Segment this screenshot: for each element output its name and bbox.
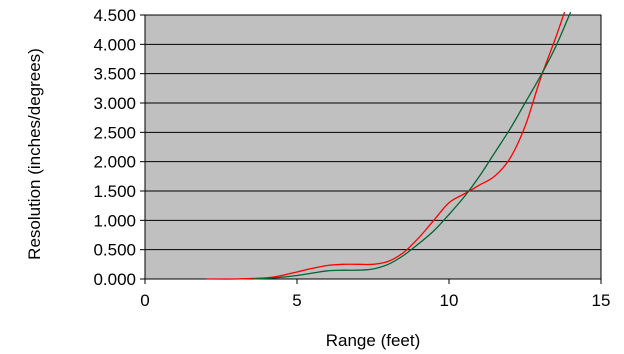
series-lines	[205, 11, 572, 280]
y-tick-label-5: 2.500	[93, 123, 136, 142]
y-tick-label-7: 3.500	[93, 65, 136, 84]
x-tick-label-0: 0	[140, 291, 149, 310]
y-axis-title: Resolution (inches/degrees)	[25, 48, 44, 260]
grid-lines	[145, 14, 601, 280]
y-tick-label-8: 4.000	[93, 35, 136, 54]
x-axis-title: Range (feet)	[326, 331, 421, 350]
x-tick-label-2: 10	[440, 291, 459, 310]
x-tick-label-3: 15	[592, 291, 611, 310]
y-tick-label-6: 3.000	[93, 94, 136, 113]
y-tick-label-3: 1.500	[93, 182, 136, 201]
y-tick-label-0: 0.000	[93, 270, 136, 289]
x-axis-tick-labels: 0 5 10 15	[140, 279, 610, 310]
y-tick-label-2: 1.000	[93, 211, 136, 230]
y-tick-label-4: 2.000	[93, 153, 136, 172]
x-tick-label-1: 5	[292, 291, 301, 310]
y-tick-label-9: 4.500	[93, 6, 136, 25]
series-line-0	[205, 11, 566, 280]
plot-area	[144, 14, 602, 280]
y-axis-tick-labels: 0.000 0.500 1.000 1.500 2.000 2.500 3.000 3.500…	[93, 6, 145, 289]
y-tick-label-1: 0.500	[93, 241, 136, 260]
series-line-1	[251, 11, 572, 280]
